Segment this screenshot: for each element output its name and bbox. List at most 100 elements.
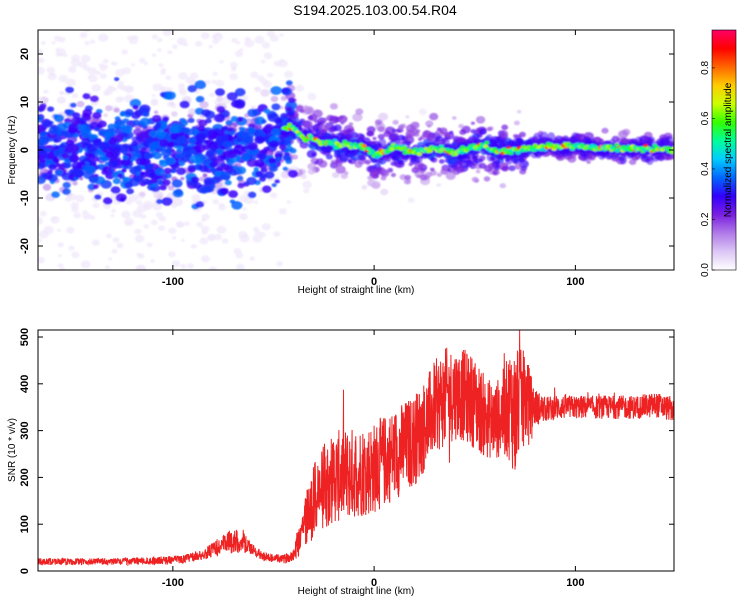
spectrogram-cell: [62, 188, 71, 195]
spectrogram-cell: [234, 88, 246, 97]
spectrogram-cell: [233, 144, 246, 154]
spectrogram-cell: [216, 96, 223, 102]
spectrogram-cell: [253, 0, 260, 5]
spectrogram-cell: [70, 117, 83, 126]
spectrogram-cell: [348, 159, 352, 163]
spectrogram-cell: [112, 61, 118, 66]
spectrogram-cell: [307, 163, 316, 170]
spectrogram-cell: [364, 159, 371, 165]
spectrogram-cell: [139, 191, 146, 197]
spectrogram-cell: [71, 54, 81, 62]
spectrogram-cell: [264, 171, 275, 179]
spectrogram-cell: [484, 140, 490, 145]
spectrogram-cell: [295, 84, 305, 92]
spectrogram-cell: [95, 141, 105, 149]
spectrogram-cell: [313, 161, 319, 165]
spectrogram-cell: [190, 291, 195, 295]
spectrogram-cell: [302, 105, 309, 111]
spectrogram-cell: [449, 130, 454, 135]
spectrogram-cell: [122, 177, 129, 182]
spectrogram-cell: [211, 79, 217, 85]
spectrogram-cell: [72, 112, 81, 119]
spectrogram-cell: [219, 171, 231, 181]
spectrogram-cell: [407, 197, 415, 203]
spectrogram-y-tick-label: -20: [19, 238, 31, 254]
snr-y-axis-label: SNR (10 * v/v): [7, 418, 18, 482]
spectrogram-cell: [136, 252, 142, 257]
colorbar-label: Normalized spectral amplitude: [723, 82, 734, 217]
spectrogram-cell: [380, 169, 390, 177]
snr-x-tick-label: 100: [566, 577, 584, 589]
spectrogram-cell: [256, 20, 261, 24]
spectrogram-cell: [151, 53, 157, 57]
spectrogram-cell: [138, 57, 146, 64]
spectrogram-cell: [187, 137, 197, 144]
spectrogram-cell: [93, 126, 100, 132]
spectrogram-cell: [76, 100, 85, 108]
spectrogram-cell: [176, 136, 188, 145]
spectrogram-cell: [189, 154, 201, 164]
spectrogram-cell: [168, 227, 177, 234]
spectrogram-cell: [121, 168, 127, 173]
spectrogram-cell: [518, 131, 526, 138]
spectrogram-cell: [71, 251, 80, 259]
spectrogram-cell: [215, 88, 225, 97]
spectrogram-cell: [246, 177, 257, 185]
spectrogram-cell: [486, 126, 492, 132]
spectrogram-cell: [508, 165, 516, 172]
spectrogram-cell: [260, 59, 266, 64]
spectrogram-cell: [366, 130, 374, 137]
colorbar-ticks: 0.0 0.2 0.4 0.6 0.8: [700, 61, 715, 277]
spectrogram-cell: [38, 161, 46, 170]
spectrogram-cell: [276, 261, 283, 267]
spectrogram-cell: [206, 5, 215, 12]
spectrogram-cell: [237, 182, 245, 189]
spectrogram-cell: [438, 144, 445, 149]
spectrogram-cell: [447, 157, 457, 165]
spectrogram-cell: [111, 248, 118, 254]
spectrogram-cell: [60, 91, 65, 95]
spectrogram-cell: [236, 137, 243, 143]
spectrogram-cell: [132, 104, 139, 110]
spectrogram-cell: [161, 149, 172, 157]
spectrogram-cell: [322, 117, 328, 122]
spectrogram-cell: [227, 127, 233, 132]
colorbar-tick-label: 0.4: [700, 162, 711, 176]
spectrogram-cell: [251, 272, 255, 276]
spectrogram-cell: [201, 109, 211, 117]
spectrogram-cell: [388, 133, 399, 142]
spectrogram-cell: [219, 187, 229, 195]
spectrogram-cell: [69, 102, 77, 108]
spectrogram-cell: [376, 166, 382, 172]
spectrogram-cell: [122, 67, 132, 75]
spectrogram-cell: [404, 174, 412, 181]
spectrogram-cell: [57, 263, 64, 268]
spectrogram-cell: [150, 259, 155, 263]
spectrogram-cell: [479, 158, 484, 163]
spectrogram-cell: [57, 254, 62, 258]
spectrogram-cell: [415, 129, 421, 134]
spectrogram-cell: [131, 140, 139, 147]
spectrogram-cell: [226, 92, 238, 101]
spectrogram-cell: [470, 121, 475, 125]
spectrogram-cell: [65, 78, 77, 87]
spectrogram-cell: [246, 127, 256, 135]
spectrogram-cell: [121, 49, 129, 55]
spectrogram-cell: [620, 137, 628, 144]
spectrogram-cell: [71, 93, 79, 99]
spectrogram-cell: [56, 228, 62, 232]
spectrogram-cell: [265, 124, 272, 129]
spectrogram-cell: [200, 187, 209, 194]
spectrogram-cell: [39, 210, 47, 217]
spectrogram-cell: [209, 161, 217, 168]
snr-y-tick-label: 0: [19, 568, 31, 574]
spectrogram-cell: [189, 149, 197, 155]
spectrogram-cell: [38, 66, 45, 75]
spectrogram-cell: [68, 66, 77, 73]
spectrogram-cell: [190, 244, 197, 249]
spectrogram-cell: [279, 58, 285, 64]
spectrogram-cell: [99, 73, 107, 79]
spectrogram-cell: [82, 93, 91, 100]
spectrogram-cell: [41, 274, 48, 279]
spectrogram-cell: [328, 127, 335, 133]
